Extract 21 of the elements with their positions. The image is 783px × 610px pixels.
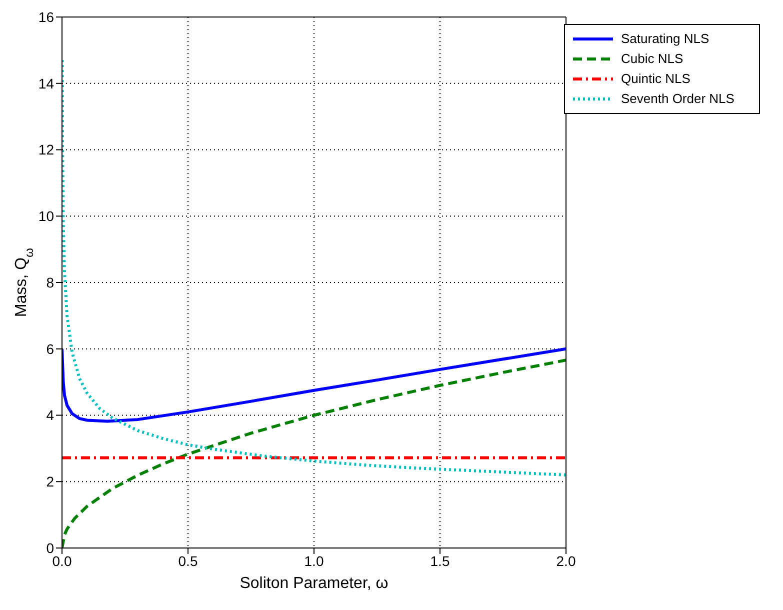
x-tick-label: 0.0: [52, 552, 72, 569]
legend-label: Saturating NLS: [621, 30, 710, 48]
line-series: [62, 347, 566, 423]
x-tick-label: 2.0: [556, 552, 576, 569]
line-series: [62, 58, 566, 476]
y-tick-label: 2: [46, 474, 54, 490]
y-tick-label: 8: [46, 274, 54, 290]
x-axis-title: Soliton Parameter, ω: [240, 575, 388, 592]
y-tick-label: 4: [46, 407, 54, 424]
y-tick-label: 14: [38, 75, 54, 92]
legend-label: Seventh Order NLS: [621, 90, 734, 108]
y-tick-label: 0: [46, 540, 54, 556]
y-tick-label: 10: [38, 208, 54, 224]
legend-label: Cubic NLS: [621, 50, 684, 68]
legend-label: Quintic NLS: [621, 70, 690, 88]
x-tick-label: 1.5: [430, 552, 450, 569]
y-tick-label: 6: [46, 340, 54, 357]
y-tick-label: 12: [38, 142, 54, 158]
x-tick-label: 0.5: [178, 552, 198, 569]
x-tick-label: 1.0: [304, 552, 324, 569]
y-tick-label: 16: [38, 8, 54, 25]
